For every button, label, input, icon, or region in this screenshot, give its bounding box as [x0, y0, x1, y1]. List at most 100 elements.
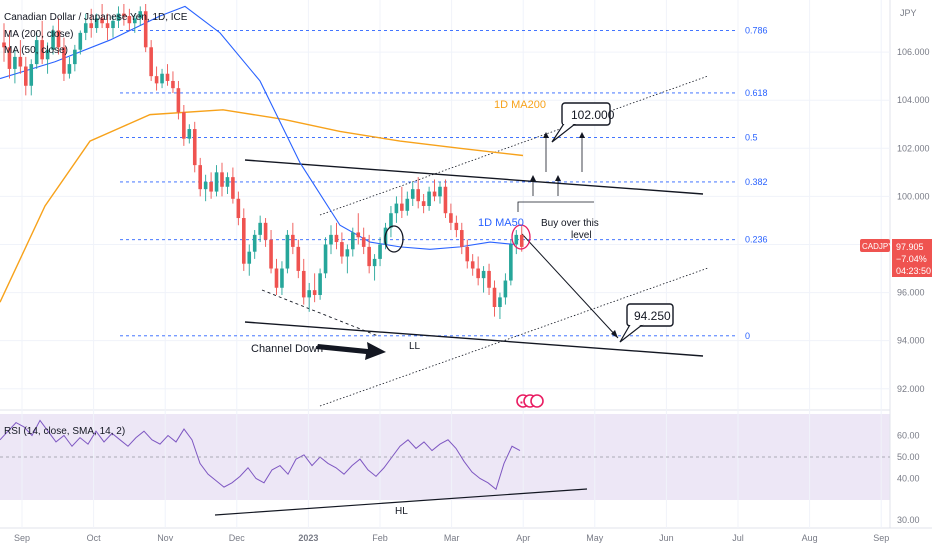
candle-body[interactable] [182, 112, 186, 139]
candle-body[interactable] [209, 181, 213, 192]
event-markers[interactable]: ▪ [516, 394, 544, 408]
candle-body[interactable] [29, 64, 34, 86]
candle-body[interactable] [323, 244, 328, 274]
candle-body[interactable] [498, 297, 502, 307]
candle-body[interactable] [220, 172, 224, 187]
candle-body[interactable] [203, 181, 208, 190]
candle-body[interactable] [291, 234, 295, 247]
candle-body[interactable] [263, 222, 268, 240]
candle-body[interactable] [34, 40, 39, 65]
candle-body[interactable] [2, 42, 6, 48]
ll-dashed-line[interactable] [261, 289, 379, 337]
candle-body[interactable] [7, 47, 12, 69]
candle-body[interactable] [252, 234, 257, 252]
candle-body[interactable] [258, 222, 262, 235]
candle-body[interactable] [274, 268, 279, 288]
candle-body[interactable] [416, 189, 420, 202]
candle-body[interactable] [225, 177, 230, 187]
time-axis[interactable]: Sep Oct Nov Dec 2023 Feb Mar Apr May Jun Jul Aug Sep [14, 533, 889, 543]
candle-body[interactable] [470, 261, 475, 269]
candle-body[interactable] [312, 290, 317, 295]
candle-body[interactable] [443, 186, 448, 214]
candle-body[interactable] [111, 20, 115, 29]
candle-body[interactable] [105, 23, 110, 29]
candle-body[interactable] [351, 232, 355, 250]
rsi-line[interactable] [0, 419, 521, 491]
candle-body[interactable] [492, 287, 497, 307]
candle-body[interactable] [421, 201, 426, 206]
candle-body[interactable] [340, 242, 344, 257]
candle-body[interactable] [367, 246, 371, 267]
candle-body[interactable] [62, 47, 66, 74]
ma50-line[interactable] [0, 5, 516, 250]
candle-body[interactable] [285, 234, 290, 269]
candle-body[interactable] [438, 186, 442, 197]
candle-body[interactable] [307, 290, 311, 298]
candle-body[interactable] [78, 32, 83, 50]
candle-body[interactable] [487, 270, 491, 288]
candle-body[interactable] [154, 76, 159, 84]
candle-body[interactable] [160, 73, 164, 84]
candle-body[interactable] [481, 270, 486, 279]
candle-body[interactable] [94, 18, 99, 29]
candle-body[interactable] [89, 23, 93, 29]
candle-body[interactable] [116, 13, 121, 21]
candle-body[interactable] [372, 258, 377, 267]
candle-body[interactable] [133, 18, 137, 24]
candle-body[interactable] [231, 177, 235, 199]
candle-body[interactable] [176, 88, 181, 113]
candle-body[interactable] [318, 273, 322, 295]
candle-body[interactable] [40, 40, 44, 60]
rsi-hl-trendline[interactable] [214, 488, 588, 516]
candle-body[interactable] [329, 234, 333, 245]
candle-body[interactable] [187, 129, 192, 139]
ma50-legend[interactable]: MA (50, close) [4, 45, 68, 56]
candle-body[interactable] [476, 268, 480, 279]
ma200-legend[interactable]: MA (200, close) [4, 29, 73, 40]
candle-body[interactable] [389, 213, 393, 228]
candle-body[interactable] [127, 16, 132, 24]
candle-body[interactable] [509, 244, 513, 281]
candle-body[interactable] [361, 237, 366, 247]
candle-body[interactable] [122, 13, 126, 17]
candle-body[interactable] [100, 18, 104, 24]
candle-body[interactable] [454, 222, 459, 231]
channel-down-lower-line[interactable] [244, 321, 704, 357]
current-price-box[interactable] [892, 239, 932, 277]
candle-body[interactable] [378, 244, 382, 259]
candle-body[interactable] [67, 64, 72, 74]
candle-body[interactable] [236, 198, 241, 219]
candle-body[interactable] [465, 246, 470, 262]
candle-body[interactable] [73, 49, 77, 65]
candle-body[interactable] [410, 189, 415, 199]
candle-body[interactable] [301, 270, 306, 298]
candle-body[interactable] [198, 165, 202, 190]
candle-body[interactable] [51, 30, 55, 50]
channel-up-upper-line[interactable] [319, 75, 709, 216]
candle-body[interactable] [334, 234, 339, 243]
candle-body[interactable] [269, 239, 273, 269]
candle-body[interactable] [138, 11, 143, 19]
ma200-line[interactable] [0, 109, 524, 303]
candle-body[interactable] [56, 30, 61, 48]
channel-down-upper-line[interactable] [244, 159, 704, 195]
candle-body[interactable] [514, 234, 519, 245]
candle-body[interactable] [432, 191, 437, 197]
candle-body[interactable] [247, 251, 252, 264]
candle-body[interactable] [165, 73, 170, 81]
candle-body[interactable] [503, 280, 508, 298]
candle-body[interactable] [242, 218, 246, 264]
candle-body[interactable] [405, 198, 410, 211]
candle-body[interactable] [18, 56, 23, 67]
candle-body[interactable] [171, 80, 175, 89]
candle-body[interactable] [13, 56, 17, 69]
candle-body[interactable] [449, 213, 453, 223]
candle-body[interactable] [83, 23, 88, 33]
channel-up-lower-line[interactable] [319, 267, 709, 407]
candle-body[interactable] [394, 203, 399, 214]
candle-body[interactable] [460, 230, 464, 247]
candle-body[interactable] [280, 268, 284, 288]
rsi-axis[interactable]: 60.00 50.00 40.00 30.00 [897, 431, 920, 526]
candle-body[interactable] [345, 249, 350, 257]
